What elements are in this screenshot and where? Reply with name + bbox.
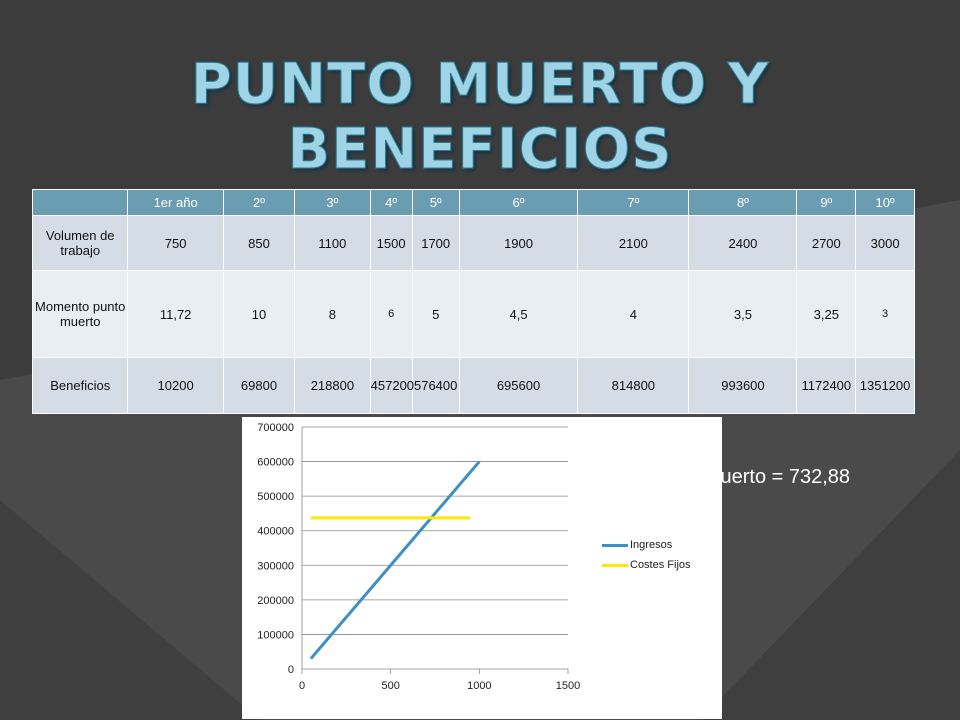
table-cell: 457200 bbox=[369, 357, 414, 414]
table-header-cell: 8º bbox=[688, 189, 798, 216]
y-tick-label: 600000 bbox=[257, 457, 294, 469]
table-header-cell: 9º bbox=[796, 189, 857, 216]
row-label: Beneficios bbox=[31, 357, 129, 414]
table-row: Volumen de trabajo 750 850 1100 1500 170… bbox=[31, 215, 915, 271]
row-label: Momento punto muerto bbox=[31, 270, 129, 358]
table-cell: 1500 bbox=[369, 215, 413, 271]
table-header-cell: 3º bbox=[294, 189, 371, 216]
table-cell: 3,5 bbox=[688, 270, 798, 358]
y-tick-label: 500000 bbox=[257, 491, 294, 503]
table-header-cell bbox=[31, 189, 129, 216]
table-cell: 3000 bbox=[855, 215, 915, 271]
table-cell: 695600 bbox=[458, 357, 579, 414]
table-row: Momento punto muerto 11,72 10 8 6 5 4,5 … bbox=[31, 270, 915, 358]
table-header-cell: 6º bbox=[458, 189, 579, 216]
table-cell: 10 bbox=[222, 270, 296, 358]
table-cell: 814800 bbox=[577, 357, 690, 414]
table-cell: 750 bbox=[127, 215, 224, 271]
table-cell: 5 bbox=[411, 270, 460, 358]
table-header-cell: 4º bbox=[369, 189, 413, 216]
series-line-ingresos bbox=[309, 460, 481, 660]
table-cell: 1100 bbox=[294, 215, 371, 271]
y-tick-label: 100000 bbox=[257, 629, 294, 641]
x-tick-label: 0 bbox=[299, 680, 305, 692]
x-tick-label: 1000 bbox=[467, 680, 491, 692]
table-cell: 6 bbox=[369, 270, 413, 358]
y-tick-label: 300000 bbox=[257, 560, 294, 572]
legend-swatch bbox=[602, 544, 628, 547]
table-header-cell: 2º bbox=[222, 189, 296, 216]
y-tick-label: 400000 bbox=[257, 526, 294, 538]
x-tick-label: 500 bbox=[381, 680, 399, 692]
y-tick-label: 0 bbox=[288, 664, 294, 676]
table-cell: 1351200 bbox=[855, 357, 915, 414]
row-label: Volumen de trabajo bbox=[31, 215, 129, 271]
table-header-cell: 1er año bbox=[127, 189, 224, 216]
table-header-row: 1er año 2º 3º 4º 5º 6º 7º 8º 9º 10º bbox=[31, 189, 915, 216]
break-even-annotation: Punto muerto = 732,88 bbox=[646, 466, 851, 488]
legend-label: Ingresos bbox=[630, 539, 673, 551]
y-tick-label: 700000 bbox=[257, 422, 294, 434]
legend-label: Costes Fijos bbox=[630, 559, 691, 571]
table-row: Beneficios 10200 69800 218800 457200 576… bbox=[31, 357, 915, 414]
table-cell: 993600 bbox=[688, 357, 798, 414]
x-tick-label: 1500 bbox=[556, 680, 580, 692]
table-cell: 850 bbox=[222, 215, 296, 271]
slide-title: PUNTO MUERTO Y BENEFICIOS bbox=[190, 52, 770, 183]
table-cell: 3 bbox=[855, 270, 915, 358]
table-cell: 1172400 bbox=[796, 357, 857, 414]
break-even-chart: 0 100000 200000 300000 400000 500000 600000 700… bbox=[242, 417, 722, 719]
table-header-cell: 10º bbox=[855, 189, 915, 216]
table-cell: 218800 bbox=[294, 357, 371, 414]
legend-swatch bbox=[602, 564, 628, 567]
table-cell: 4,5 bbox=[458, 270, 579, 358]
table-cell: 3,25 bbox=[796, 270, 857, 358]
chart-plot: 0 100000 200000 300000 400000 500000 600000 700… bbox=[257, 422, 580, 692]
table-cell: 1900 bbox=[458, 215, 579, 271]
table-cell: 10200 bbox=[127, 357, 224, 414]
table-cell: 4 bbox=[577, 270, 690, 358]
table-cell: 2400 bbox=[688, 215, 798, 271]
table-header-cell: 7º bbox=[577, 189, 690, 216]
table-cell: 8 bbox=[294, 270, 371, 358]
y-tick-label: 200000 bbox=[257, 595, 294, 607]
data-table: 1er año 2º 3º 4º 5º 6º 7º 8º 9º 10º Volu… bbox=[31, 189, 915, 414]
table-cell: 576400 bbox=[411, 357, 460, 414]
table-cell: 1700 bbox=[411, 215, 460, 271]
table-cell: 69800 bbox=[222, 357, 296, 414]
table-cell: 2700 bbox=[796, 215, 857, 271]
table-cell: 11,72 bbox=[127, 270, 224, 358]
table-cell: 2100 bbox=[577, 215, 690, 271]
table-header-cell: 5º bbox=[411, 189, 460, 216]
